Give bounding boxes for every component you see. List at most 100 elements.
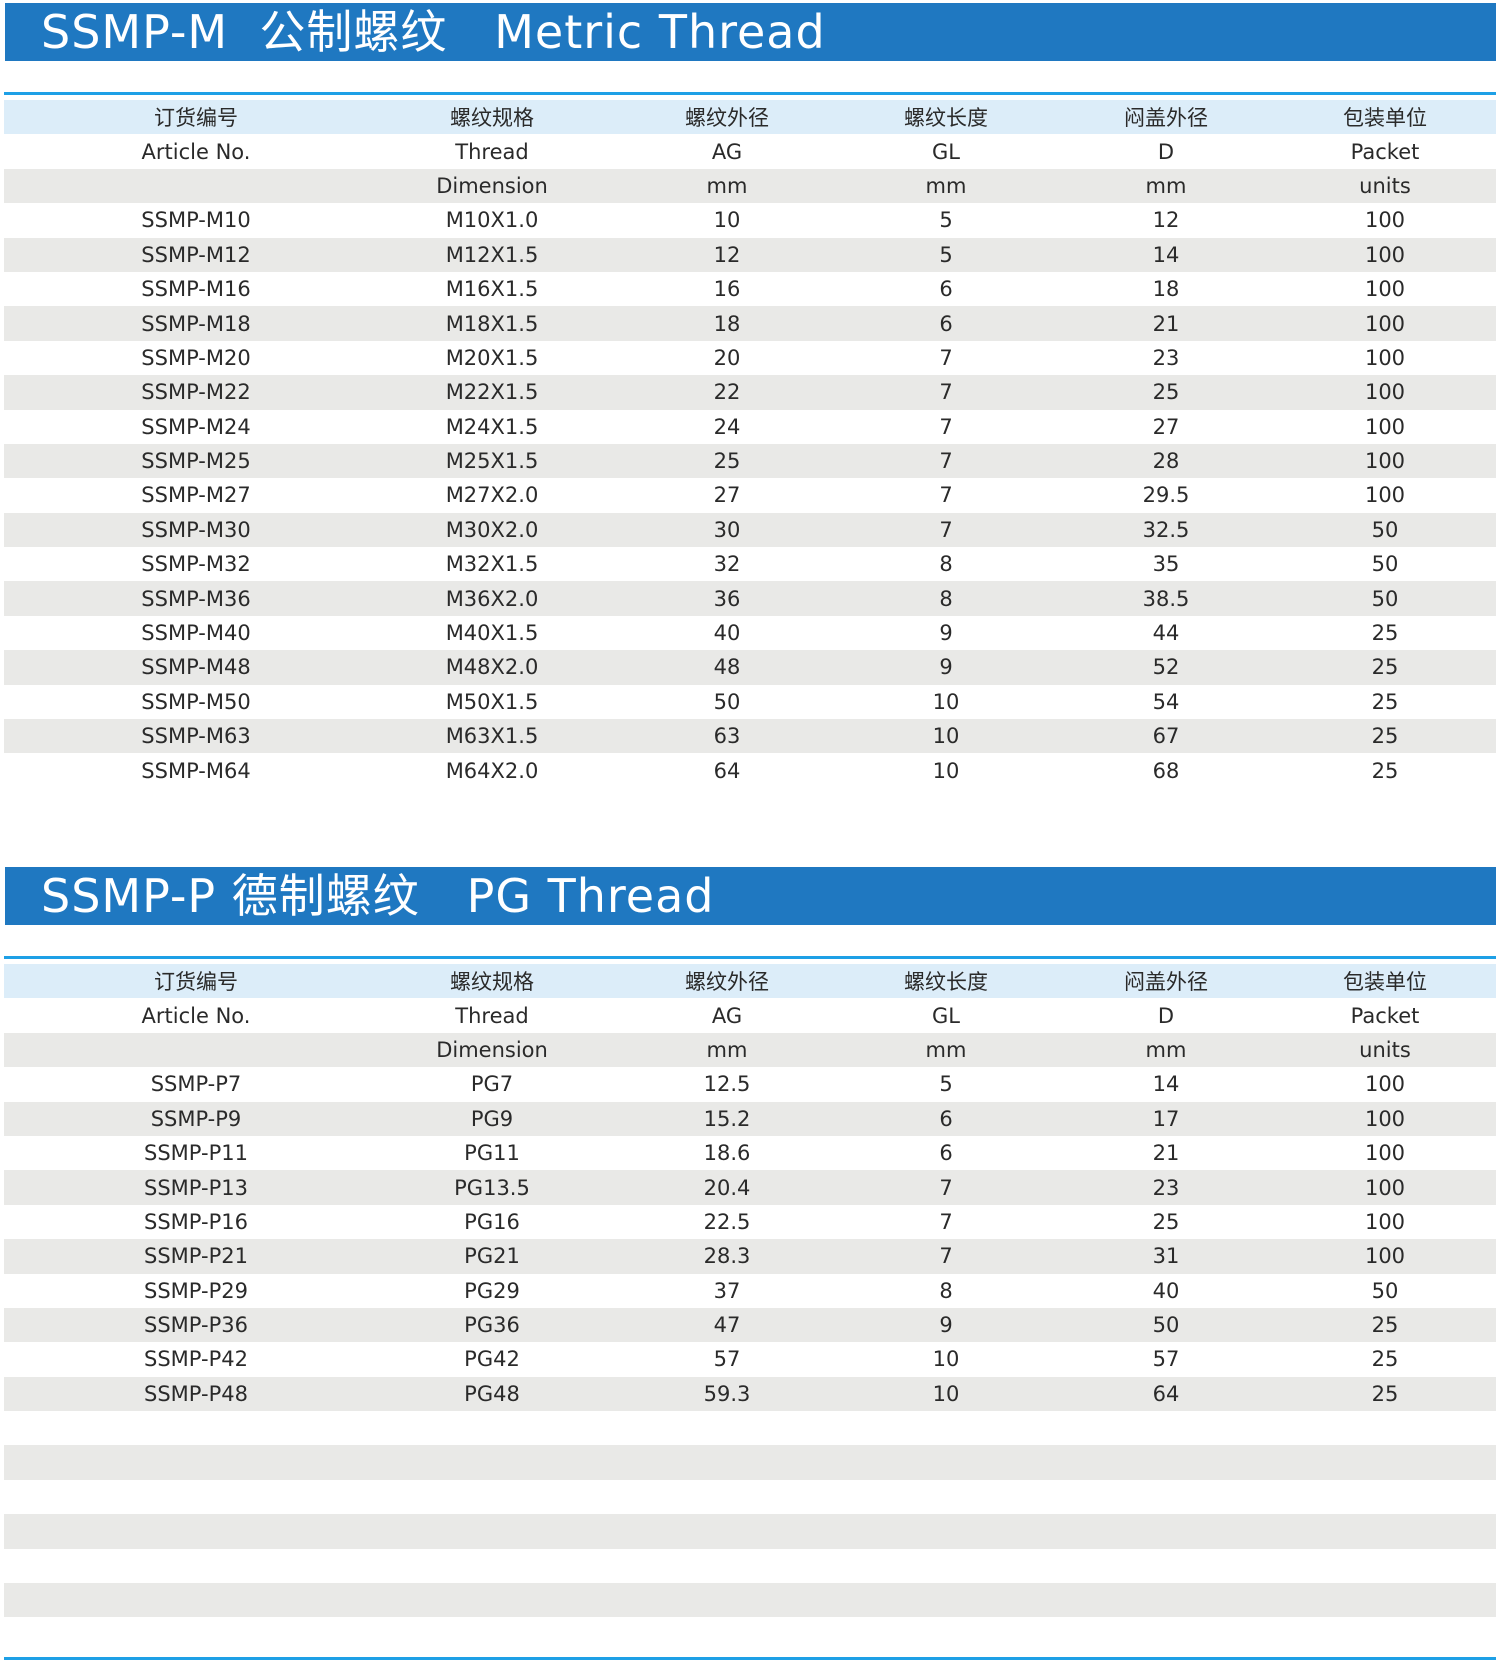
column-header: mm (1145, 173, 1187, 198)
table-cell: M24X1.5 (445, 414, 539, 439)
column-header: 螺纹外径 (685, 106, 769, 131)
table-cell: 37 (713, 1278, 741, 1303)
table-cell: 100 (1364, 277, 1406, 302)
empty-row (4, 1479, 1496, 1515)
table-cell: 38.5 (1142, 586, 1190, 611)
table-cell: SSMP-M16 (141, 277, 251, 302)
table-cell: PG11 (464, 1141, 520, 1166)
bottom-divider (4, 1657, 1496, 1660)
table-cell: M18X1.5 (445, 311, 539, 336)
column-header: 螺纹长度 (904, 106, 988, 131)
column-header: Article No. (141, 139, 251, 164)
column-header: Packet (1350, 139, 1420, 164)
table-cell: 8 (939, 586, 953, 611)
table-cell: SSMP-P48 (144, 1381, 248, 1406)
table-cell: PG21 (464, 1244, 520, 1269)
table-cell: 8 (939, 1278, 953, 1303)
table-cell: 10 (713, 208, 741, 233)
table-cell: SSMP-M18 (141, 311, 251, 336)
metric-thread-table: 订货编号 螺纹规格 螺纹外径 螺纹长度 闷盖外径 包装单位 Article No. Threa… (4, 100, 1496, 788)
table-cell: 35 (1152, 552, 1180, 577)
column-header: 螺纹长度 (904, 970, 988, 995)
table-row: SSMP-M30 M30X2.0 30 7 32.5 50 (4, 512, 1496, 548)
table-cell: M16X1.5 (445, 277, 539, 302)
table-cell: SSMP-M24 (141, 414, 251, 439)
column-header: 螺纹外径 (685, 970, 769, 995)
table-cell: SSMP-P11 (144, 1141, 248, 1166)
table-cell: 25 (713, 449, 741, 474)
column-header: 订货编号 (154, 106, 238, 131)
table-cell: 50 (1371, 517, 1399, 542)
table-cell: 10 (932, 689, 960, 714)
table-cell: SSMP-P13 (144, 1175, 248, 1200)
table-cell: 59.3 (703, 1381, 751, 1406)
empty-row (4, 1583, 1496, 1618)
table-cell: SSMP-P7 (150, 1072, 242, 1097)
table-cell: 23 (1152, 1175, 1180, 1200)
table-cell: M27X2.0 (445, 483, 539, 508)
table-row: SSMP-M25 M25X1.5 25 7 28 100 (4, 443, 1496, 479)
table-cell: PG16 (464, 1209, 520, 1234)
pg-thread-table: 订货编号 螺纹规格 螺纹外径 螺纹长度 闷盖外径 包装单位 Article No. Threa… (4, 964, 1496, 1652)
table-cell: 100 (1364, 208, 1406, 233)
column-header: AG (711, 139, 743, 164)
table-cell: 6 (939, 277, 953, 302)
table-cell: 63 (713, 724, 741, 749)
table-row: SSMP-P9 PG9 15.2 6 17 100 (4, 1101, 1496, 1136)
table-cell: 67 (1152, 724, 1180, 749)
column-header: 闷盖外径 (1124, 106, 1208, 131)
column-header: 订货编号 (154, 970, 238, 995)
table-cell: 50 (1371, 552, 1399, 577)
table-cell: 50 (1371, 1278, 1399, 1303)
table-cell: 27 (713, 483, 741, 508)
table-cell: 100 (1364, 242, 1406, 267)
table-cell: SSMP-M36 (141, 586, 251, 611)
table-cell: 10 (932, 724, 960, 749)
column-header: mm (925, 1037, 967, 1062)
table-cell: 100 (1364, 1106, 1406, 1131)
table-cell: 12 (713, 242, 741, 267)
table-cell: 40 (713, 621, 741, 646)
column-header: Thread (455, 1003, 529, 1028)
table-cell: M20X1.5 (445, 345, 539, 370)
table-cell: 25 (1371, 655, 1399, 680)
column-header: D (1157, 1003, 1175, 1028)
table-cell: 31 (1152, 1244, 1180, 1269)
table-cell: 5 (939, 208, 953, 233)
table-cell: 18.6 (703, 1141, 751, 1166)
table-cell: 18 (1152, 277, 1180, 302)
table-row: SSMP-M64 M64X2.0 64 10 68 25 (4, 753, 1496, 788)
table-cell: M10X1.0 (445, 208, 539, 233)
table-cell: 52 (1152, 655, 1180, 680)
table-cell: 54 (1152, 689, 1180, 714)
table-row: SSMP-P29 PG29 37 8 40 50 (4, 1273, 1496, 1308)
table-cell: PG29 (464, 1278, 520, 1303)
table-cell: 25 (1371, 621, 1399, 646)
table-cell: 5 (939, 1072, 953, 1097)
table-cell: 12 (1152, 208, 1180, 233)
table-row: SSMP-P7 PG7 12.5 5 14 100 (4, 1067, 1496, 1102)
table-cell: M63X1.5 (445, 724, 539, 749)
table-cell: 100 (1364, 414, 1406, 439)
table-cell: SSMP-M40 (141, 621, 251, 646)
empty-row (4, 1617, 1496, 1652)
table-cell: 100 (1364, 1141, 1406, 1166)
table-cell: 100 (1364, 1244, 1406, 1269)
table-cell: 25 (1371, 1347, 1399, 1372)
table-cell: 100 (1364, 449, 1406, 474)
table-cell: SSMP-P9 (150, 1106, 242, 1131)
table-cell: 20.4 (703, 1175, 751, 1200)
metric-thread-banner: SSMP-M 公制螺纹 Metric Thread (5, 3, 1496, 61)
empty-row (4, 1445, 1496, 1480)
table-cell: 25 (1152, 1209, 1180, 1234)
table-cell: 7 (939, 449, 953, 474)
header-row: Dimension mm mm mm units (4, 1032, 1496, 1068)
table-cell: M32X1.5 (445, 552, 539, 577)
table-cell: SSMP-M30 (141, 517, 251, 542)
table-cell: SSMP-M64 (141, 758, 251, 783)
table-cell: 7 (939, 414, 953, 439)
table-cell: SSMP-P42 (144, 1347, 248, 1372)
column-header: 螺纹规格 (450, 970, 534, 995)
table-cell: M22X1.5 (445, 380, 539, 405)
table-cell: 25 (1371, 689, 1399, 714)
